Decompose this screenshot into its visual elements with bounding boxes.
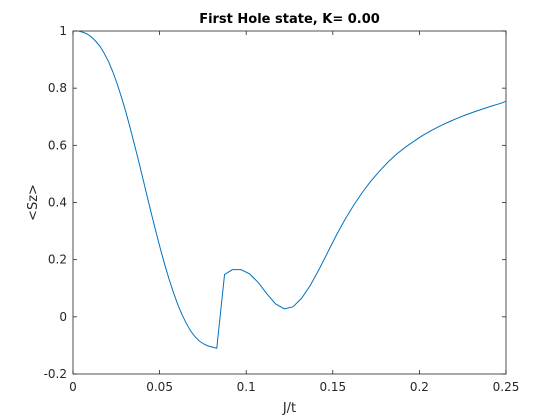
y-tick-label: 0.8 xyxy=(48,81,67,95)
x-tick-label: 0.15 xyxy=(319,380,346,394)
x-tick-label: 0.25 xyxy=(493,380,520,394)
x-tick-label: 0.1 xyxy=(237,380,256,394)
y-tick-label: 0.4 xyxy=(48,196,67,210)
y-tick-label: 0.2 xyxy=(48,253,67,267)
y-axis-label: <Sz> xyxy=(26,184,41,221)
x-tick-label: 0.2 xyxy=(410,380,429,394)
x-tick-label: 0.05 xyxy=(146,380,173,394)
x-axis-label: J/t xyxy=(282,401,296,416)
x-tick-label: 0 xyxy=(69,380,77,394)
y-tick-label: 0 xyxy=(59,310,67,324)
chart-title: First Hole state, K= 0.00 xyxy=(199,12,380,27)
y-axis-ticks: -0.2 0 0.2 0.4 0.6 0.8 1 xyxy=(44,24,506,381)
plot-area xyxy=(73,31,506,374)
y-tick-label: 1 xyxy=(59,24,67,38)
y-tick-label: 0.6 xyxy=(48,138,67,152)
x-axis-ticks: 0 0.05 0.1 0.15 0.2 0.25 xyxy=(69,31,519,394)
y-tick-label: -0.2 xyxy=(44,367,67,381)
series-line xyxy=(78,30,507,349)
